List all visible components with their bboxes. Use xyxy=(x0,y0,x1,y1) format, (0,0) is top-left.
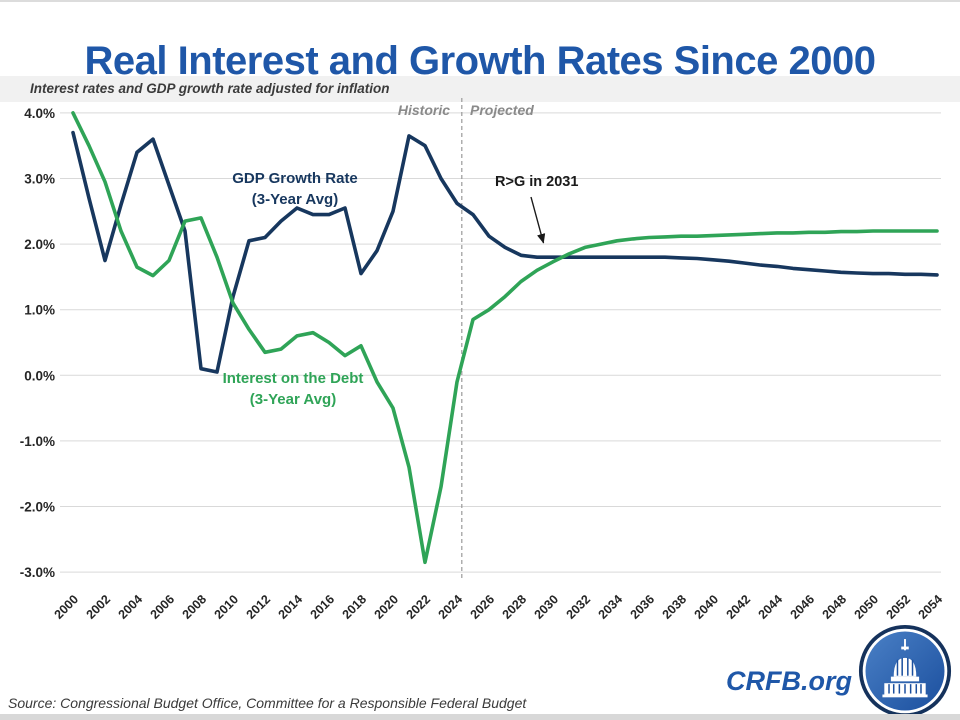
gdp-growth-series-label-line2: (3-Year Avg) xyxy=(251,191,339,208)
x-axis-tick-label: 2012 xyxy=(244,592,274,622)
page-title: Real Interest and Growth Rates Since 200… xyxy=(84,38,876,83)
x-axis-tick-label: 2052 xyxy=(884,592,914,622)
capitol-icon xyxy=(858,624,952,718)
x-axis-tick-label: 2042 xyxy=(724,592,754,622)
x-axis-tick-label: 2038 xyxy=(660,592,690,622)
x-axis-tick-label: 2034 xyxy=(596,592,626,622)
x-axis-tick-label: 2044 xyxy=(756,592,786,622)
x-axis-tick-label: 2002 xyxy=(84,592,114,622)
x-axis-tick-label: 2032 xyxy=(564,592,594,622)
x-axis-tick-label: 2004 xyxy=(116,592,146,622)
crfb-org-wordmark: CRFB.org xyxy=(726,666,852,696)
y-axis-tick-label: 4.0% xyxy=(24,106,55,121)
subtitle-band: Interest rates and GDP growth rate adjus… xyxy=(0,76,960,102)
x-axis-tick-label: 2036 xyxy=(628,592,658,622)
x-axis-tick-label: 2018 xyxy=(340,592,370,622)
x-axis-tick-label: 2028 xyxy=(500,592,530,622)
bottom-edge-divider xyxy=(0,714,960,720)
gdp-growth-line xyxy=(71,130,939,374)
x-axis-tick-label: 2006 xyxy=(148,592,178,622)
x-axis-tick-label: 2030 xyxy=(532,592,562,622)
x-axis-tick-label: 2024 xyxy=(436,592,466,622)
x-axis-tick-label: 2026 xyxy=(468,592,498,622)
x-axis-tick-label: 2048 xyxy=(820,592,850,622)
chart-subtitle: Interest rates and GDP growth rate adjus… xyxy=(30,81,390,96)
r-greater-than-g-annotation: R>G in 2031 xyxy=(495,174,579,190)
annotation-arrow xyxy=(530,196,546,244)
source-attribution: Source: Congressional Budget Office, Com… xyxy=(8,695,527,711)
y-axis-tick-label: -2.0% xyxy=(20,500,55,515)
crfb-capitol-logo xyxy=(858,624,952,718)
chart-plot: 4.0%3.0%2.0%1.0%0.0%-1.0%-2.0%-3.0%2000 2… xyxy=(20,98,946,622)
gdp-growth-series-label: GDP Growth Rate (3-Year Avg) xyxy=(215,168,375,210)
y-axis-tick-label: 3.0% xyxy=(24,172,55,187)
x-axis-tick-label: 2040 xyxy=(692,592,722,622)
top-edge-divider xyxy=(0,0,960,2)
projected-period-label: Projected xyxy=(470,102,534,118)
y-axis-tick-label: 0.0% xyxy=(24,368,55,383)
interest-on-debt-series-label: Interest on the Debt (3-Year Avg) xyxy=(203,368,383,410)
y-axis-tick-label: 2.0% xyxy=(24,237,55,252)
x-axis-tick-label: 2014 xyxy=(276,592,306,622)
x-axis-tick-label: 2016 xyxy=(308,592,338,622)
interest-on-debt-line xyxy=(71,111,939,565)
x-axis-tick-label: 2050 xyxy=(852,592,882,622)
interest-on-debt-series-label-line2: (3-Year Avg) xyxy=(249,391,337,408)
historic-period-label: Historic xyxy=(397,102,450,118)
x-axis-tick-label: 2022 xyxy=(404,592,434,622)
y-axis-tick-label: 1.0% xyxy=(24,303,55,318)
x-axis-tick-label: 2020 xyxy=(372,592,402,622)
x-axis-tick-label: 2000 xyxy=(52,592,82,622)
x-axis-tick-label: 2046 xyxy=(788,592,818,622)
gdp-growth-series-label-line1: GDP Growth Rate xyxy=(232,170,358,187)
x-axis-tick-label: 2054 xyxy=(916,592,946,622)
x-axis-tick-label: 2008 xyxy=(180,592,210,622)
y-axis-tick-label: -1.0% xyxy=(20,434,55,449)
interest-on-debt-series-label-line1: Interest on the Debt xyxy=(222,370,364,387)
y-axis-tick-label: -3.0% xyxy=(20,565,55,580)
x-axis-tick-label: 2010 xyxy=(212,592,242,622)
